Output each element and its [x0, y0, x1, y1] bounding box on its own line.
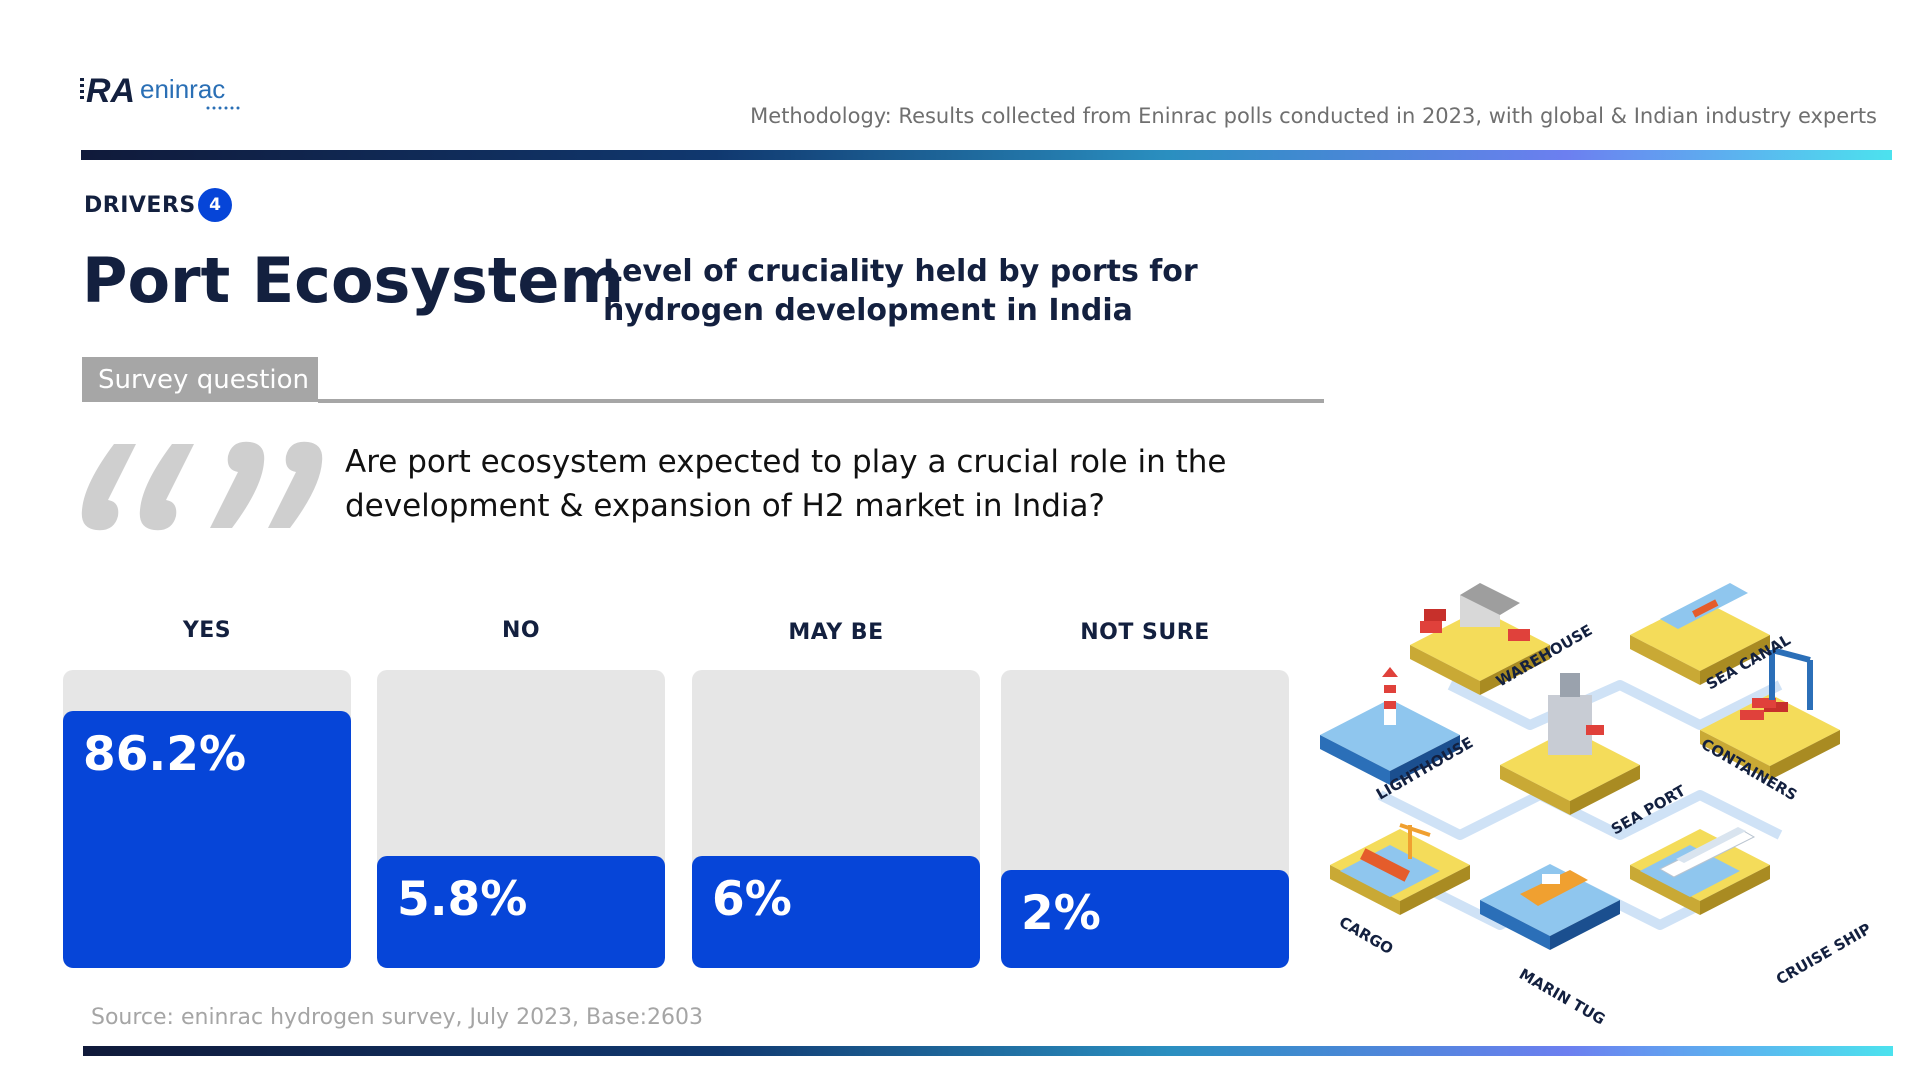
section-number-badge: 4 [198, 188, 232, 222]
port-ecosystem-illustration: WAREHOUSE SEA CANAL LIGHTHOUSE CONTAINER… [1320, 583, 1874, 1029]
lighthouse-tile [1320, 667, 1460, 785]
bar: 6% [692, 856, 980, 968]
illustration-label: CARGO [1336, 913, 1396, 958]
logo-text-ra: RA [86, 72, 135, 110]
page-title: Port Ecosystem [82, 244, 625, 317]
survey-question-tab: Survey question [82, 357, 318, 402]
cruise-ship-tile [1630, 827, 1770, 915]
eninrac-logo: RA eninrac [80, 72, 240, 110]
bar: 2% [1001, 870, 1289, 968]
bar-track: 86.2% [63, 670, 351, 968]
bar-category-label: YES [182, 618, 232, 643]
illustration-label: CRUISE SHIP [1773, 920, 1874, 989]
bar-value-label: 86.2% [83, 727, 247, 783]
survey-question-text: Are port ecosystem expected to play a cr… [345, 444, 1227, 524]
bar-category-label: MAY BE [788, 620, 884, 645]
bar-value-label: 5.8% [397, 872, 528, 927]
source-note: Source: eninrac hydrogen survey, July 20… [91, 1005, 704, 1030]
chart-subtitle: Level of cruciality held by ports for hy… [603, 254, 1198, 328]
bar-track: 6% [692, 670, 980, 968]
bar-track: 2% [1001, 670, 1289, 968]
survey-divider [318, 399, 1324, 403]
section-label: DRIVERS [84, 193, 196, 218]
sea-canal-tile [1630, 583, 1770, 685]
quote-icon [81, 441, 323, 531]
bar-value-label: 2% [1021, 886, 1101, 941]
illustration-label: MARIN TUG [1516, 965, 1608, 1029]
top-gradient-divider [81, 150, 1892, 160]
marin-tug-tile [1480, 864, 1620, 950]
containers-tile [1700, 647, 1840, 780]
warehouse-tile [1410, 583, 1550, 695]
bar: 86.2% [63, 711, 351, 968]
methodology-note: Methodology: Results collected from Enin… [750, 104, 1877, 128]
bar-value-label: 6% [712, 872, 792, 927]
bottom-gradient-divider [83, 1046, 1893, 1056]
bar-track: 5.8% [377, 670, 665, 968]
logo-text-eninrac: eninrac [140, 74, 225, 104]
bar-category-label: NO [501, 618, 541, 643]
bar-category-label: NOT SURE [1080, 620, 1210, 645]
cargo-tile [1330, 823, 1470, 915]
sea-port-tile [1500, 673, 1640, 815]
bar: 5.8% [377, 856, 665, 968]
